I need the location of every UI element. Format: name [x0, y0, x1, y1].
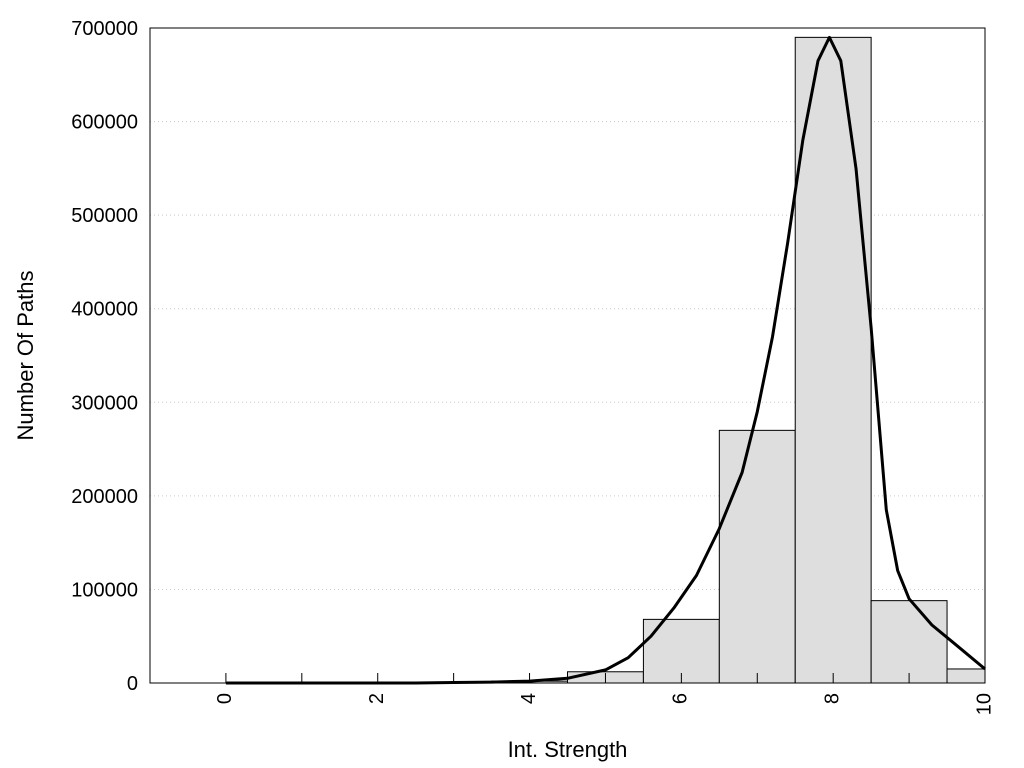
x-tick-label: 6 [670, 693, 692, 704]
y-tick-label: 200000 [71, 486, 138, 508]
bar [794, 36, 872, 684]
x-axis-label: Int. Strength [508, 737, 628, 762]
x-axis-ticks: 0 2 4 6 8 10 [214, 673, 995, 715]
plot-frame [149, 27, 986, 684]
y-tick-label: 400000 [71, 299, 138, 321]
y-tick-label: 0 [127, 673, 138, 695]
y-axis-ticks: 0 100000 200000 300000 400000 500000 600000 700… [71, 18, 138, 695]
y-tick-label: 500000 [71, 205, 138, 227]
y-tick-label: 700000 [71, 18, 138, 40]
bars-group [415, 36, 986, 684]
x-tick-label: 10 [973, 693, 995, 715]
y-tick-label: 100000 [71, 579, 138, 601]
x-tick-label: 0 [214, 693, 236, 704]
density-curve [225, 35, 986, 685]
x-tick-label: 2 [366, 693, 388, 704]
bar [870, 600, 948, 684]
bar [946, 668, 986, 684]
y-tick-label: 600000 [71, 112, 138, 134]
bar [718, 429, 796, 684]
y-axis-label: Number Of Paths [13, 271, 38, 441]
y-tick-label: 300000 [71, 392, 138, 414]
curve-group [225, 35, 986, 685]
x-tick-label: 4 [518, 693, 540, 704]
x-tick-label: 8 [821, 693, 843, 704]
